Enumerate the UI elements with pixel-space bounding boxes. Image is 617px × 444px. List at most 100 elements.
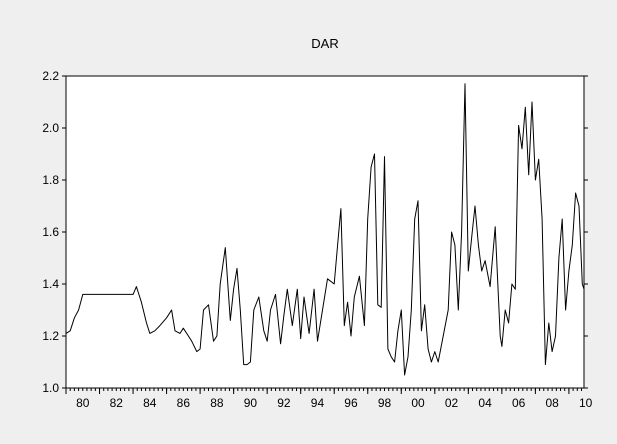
x-tick-label: 92 bbox=[277, 396, 291, 410]
data-point bbox=[183, 328, 184, 329]
y-tick-label: 2.0 bbox=[42, 121, 59, 135]
data-point bbox=[213, 341, 214, 342]
data-point bbox=[468, 270, 469, 271]
data-point bbox=[374, 153, 375, 154]
data-point bbox=[541, 218, 542, 219]
data-point bbox=[141, 302, 142, 303]
data-point bbox=[562, 218, 563, 219]
data-point bbox=[314, 289, 315, 290]
data-point bbox=[74, 317, 75, 318]
y-tick-label: 1.8 bbox=[42, 173, 59, 187]
data-point bbox=[538, 159, 539, 160]
dar-series-line bbox=[65, 83, 585, 376]
data-point bbox=[535, 179, 536, 180]
data-point bbox=[246, 364, 247, 365]
y-tick-label: 1.2 bbox=[42, 329, 59, 343]
data-point bbox=[236, 268, 237, 269]
x-tick-label: 82 bbox=[110, 396, 124, 410]
data-point bbox=[572, 244, 573, 245]
data-point bbox=[344, 325, 345, 326]
x-tick-label: 94 bbox=[311, 396, 325, 410]
data-point bbox=[583, 289, 584, 290]
data-point bbox=[490, 286, 491, 287]
y-axis: 1.0 1.2 1.4 1.6 1.8 2.0 2.2 bbox=[42, 69, 588, 395]
data-point bbox=[359, 276, 360, 277]
data-point bbox=[171, 309, 172, 310]
data-point bbox=[404, 374, 405, 375]
data-point bbox=[384, 156, 385, 157]
data-point bbox=[91, 294, 92, 295]
data-point bbox=[188, 335, 189, 336]
data-point bbox=[434, 351, 435, 352]
data-point bbox=[474, 205, 475, 206]
data-point bbox=[243, 364, 244, 365]
data-point bbox=[458, 309, 459, 310]
data-point bbox=[292, 325, 293, 326]
data-point bbox=[461, 231, 462, 232]
x-tick-label: 98 bbox=[378, 396, 392, 410]
data-point bbox=[421, 330, 422, 331]
data-point bbox=[250, 361, 251, 362]
data-point bbox=[322, 309, 323, 310]
data-point bbox=[146, 322, 147, 323]
data-point bbox=[300, 338, 301, 339]
data-point bbox=[484, 260, 485, 261]
data-point bbox=[267, 341, 268, 342]
data-point bbox=[500, 335, 501, 336]
data-point bbox=[575, 192, 576, 193]
chart-title: DAR bbox=[311, 36, 338, 51]
data-point bbox=[424, 304, 425, 305]
y-tick-label: 2.2 bbox=[42, 69, 59, 83]
data-point bbox=[364, 325, 365, 326]
x-tick-label: 90 bbox=[244, 396, 258, 410]
data-point bbox=[203, 309, 204, 310]
x-tick-label: 96 bbox=[344, 396, 358, 410]
data-point bbox=[196, 351, 197, 352]
data-point bbox=[481, 270, 482, 271]
data-point bbox=[371, 166, 372, 167]
data-point bbox=[377, 304, 378, 305]
x-tick-label: 06 bbox=[512, 396, 526, 410]
x-tick-label: 80 bbox=[76, 396, 90, 410]
x-tick-label: 08 bbox=[545, 396, 559, 410]
data-point bbox=[427, 348, 428, 349]
data-point bbox=[495, 226, 496, 227]
data-point bbox=[124, 294, 125, 295]
data-point bbox=[303, 296, 304, 297]
data-point bbox=[394, 361, 395, 362]
data-point bbox=[350, 335, 351, 336]
data-point bbox=[337, 244, 338, 245]
data-point bbox=[154, 330, 155, 331]
x-tick-label: 04 bbox=[478, 396, 492, 410]
data-point bbox=[263, 330, 264, 331]
data-point bbox=[464, 83, 465, 84]
data-point bbox=[414, 218, 415, 219]
data-point bbox=[478, 244, 479, 245]
data-point bbox=[200, 348, 201, 349]
data-point bbox=[505, 309, 506, 310]
data-point bbox=[347, 302, 348, 303]
data-point bbox=[149, 333, 150, 334]
data-point bbox=[70, 330, 71, 331]
data-point bbox=[233, 289, 234, 290]
data-point bbox=[317, 341, 318, 342]
x-axis: 80 82 84 86 88 90 92 94 96 98 00 02 04 06 08 10 bbox=[65, 388, 593, 410]
data-point bbox=[191, 341, 192, 342]
data-point bbox=[515, 289, 516, 290]
data-point bbox=[565, 309, 566, 310]
data-point bbox=[451, 231, 452, 232]
data-point bbox=[367, 218, 368, 219]
data-point bbox=[99, 294, 100, 295]
y-tick-label: 1.0 bbox=[42, 381, 59, 395]
data-point bbox=[568, 270, 569, 271]
data-point bbox=[297, 289, 298, 290]
data-point bbox=[555, 335, 556, 336]
data-point bbox=[258, 296, 259, 297]
data-point bbox=[417, 200, 418, 201]
data-point bbox=[240, 309, 241, 310]
data-point bbox=[518, 125, 519, 126]
x-tick-label: 00 bbox=[411, 396, 425, 410]
data-point bbox=[283, 315, 284, 316]
data-point bbox=[443, 335, 444, 336]
data-point bbox=[220, 283, 221, 284]
